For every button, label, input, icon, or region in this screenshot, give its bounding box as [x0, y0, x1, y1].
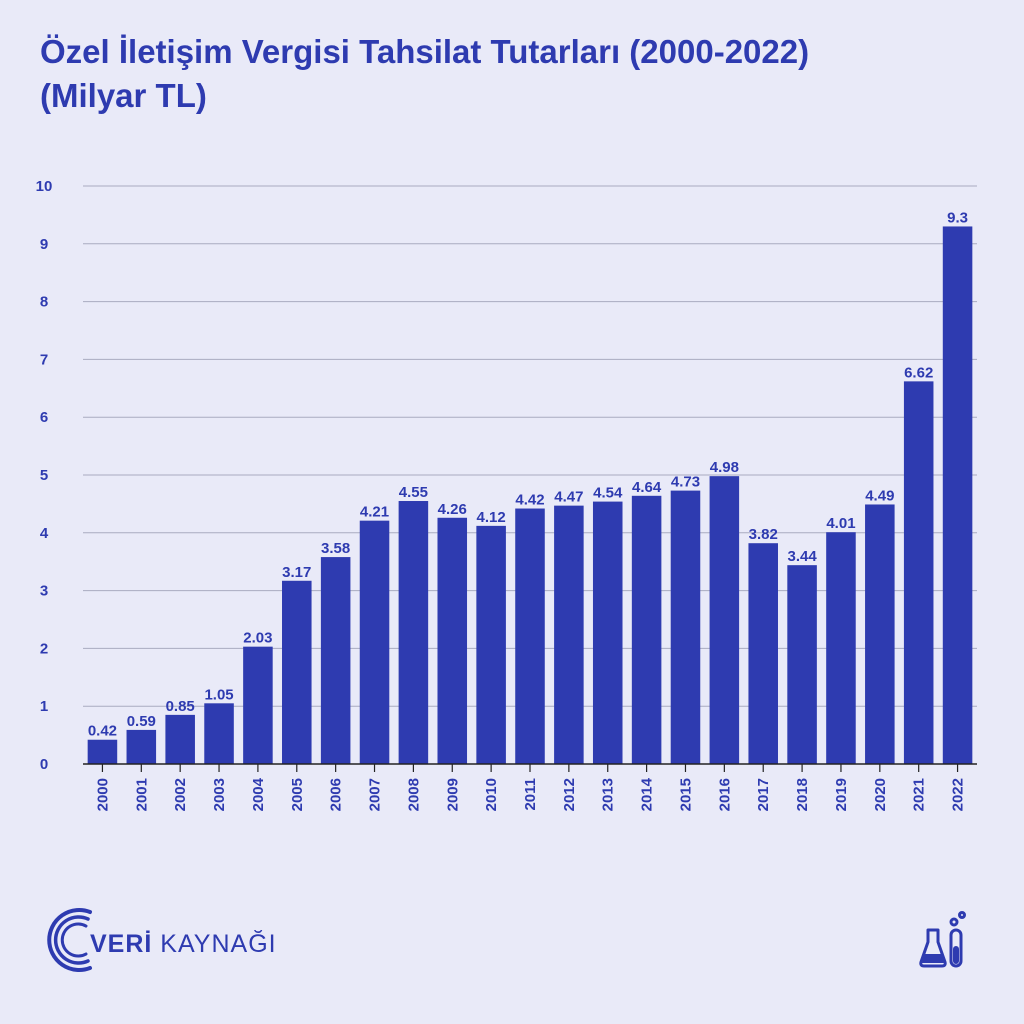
data-labels: 0.42 0.59 0.85 1.05 2.03 3.17 3.58 4.21 4.55 4.26…: [88, 209, 968, 739]
data-label: 3.17: [282, 564, 311, 581]
chart-title-line-1: Özel İletişim Vergisi Tahsilat Tutarları…: [40, 33, 810, 70]
x-tick-label: 2014: [639, 777, 656, 811]
y-tick-label: 3: [40, 583, 48, 600]
bar: [282, 580, 312, 764]
bar: [942, 226, 973, 764]
bar: [592, 501, 623, 764]
y-tick-label: 7: [40, 351, 48, 368]
signal-arcs-icon: [47, 908, 92, 972]
chart-title: Özel İletişim Vergisi Tahsilat Tutarları…: [40, 30, 1000, 118]
bar-chart: 0 1 2 3 4 5 6 7 8 9 10 0.42 0.59 0.85 1.05 2.03 3.17 3.5…: [36, 178, 977, 811]
x-tick-label: 2006: [328, 778, 345, 811]
x-tick-label: 2011: [522, 778, 539, 811]
x-tick-label: 2005: [289, 778, 306, 811]
x-tick-label: 2008: [405, 778, 422, 811]
chart-title-line-2: (Milyar TL): [40, 77, 207, 114]
data-label: 4.98: [710, 459, 739, 476]
x-tick-label: 2003: [211, 778, 228, 811]
y-tick-label: 9: [40, 236, 48, 253]
x-tick-label: 2018: [794, 778, 811, 811]
data-label: 4.26: [438, 501, 467, 518]
bar: [476, 525, 506, 764]
logo-text-rest: KAYNAĞI: [152, 930, 277, 958]
bars: [87, 226, 973, 764]
x-tick-label: 2009: [444, 778, 461, 811]
x-tick-label: 2010: [483, 778, 500, 811]
data-label: 4.64: [632, 479, 662, 496]
x-tick-label: 2012: [561, 778, 578, 811]
x-tick-label: 2016: [716, 778, 733, 811]
x-tick-label: 2000: [94, 778, 111, 811]
data-label: 3.44: [787, 548, 817, 565]
x-tick-label: 2020: [872, 778, 889, 811]
data-label: 6.62: [904, 364, 933, 381]
bar: [204, 703, 234, 764]
x-tick-label: 2019: [833, 778, 850, 811]
bar: [165, 714, 195, 764]
x-tick-label: 2004: [250, 777, 267, 811]
data-label: 4.42: [515, 492, 544, 509]
bar: [87, 739, 118, 764]
logo-text-bold: VERİ: [90, 930, 153, 958]
data-label: 4.21: [360, 504, 389, 521]
data-label: 4.49: [865, 487, 894, 504]
x-tick-label: 2017: [755, 778, 772, 811]
veri-kaynagi-logo: VERİ KAYNAĞI: [38, 900, 298, 980]
logo-text: VERİ KAYNAĞI: [90, 930, 277, 959]
x-tick-label: 2022: [950, 778, 967, 811]
bar: [787, 565, 817, 764]
bar: [126, 729, 157, 764]
data-label: 4.01: [826, 515, 855, 532]
bar: [709, 476, 740, 764]
data-label: 9.3: [947, 209, 968, 226]
lab-flask-icon: [919, 911, 966, 968]
data-label: 3.82: [749, 526, 778, 543]
x-tick-label: 2015: [677, 778, 694, 811]
y-axis-ticks: 0 1 2 3 4 5 6 7 8 9 10: [36, 178, 53, 773]
bar: [554, 505, 584, 764]
data-label: 0.59: [127, 713, 156, 730]
x-tick-label: 2002: [172, 778, 189, 811]
y-tick-label: 6: [40, 409, 48, 426]
bar: [631, 495, 662, 764]
y-tick-label: 1: [40, 698, 48, 715]
y-tick-label: 2: [40, 640, 48, 657]
y-tick-label: 5: [40, 467, 48, 484]
data-label: 4.54: [593, 485, 623, 502]
bar: [826, 532, 856, 764]
data-label: 2.03: [243, 630, 272, 647]
bar: [359, 520, 390, 764]
y-tick-label: 4: [40, 525, 49, 542]
x-tick-label: 2007: [367, 778, 384, 811]
data-label: 4.47: [554, 489, 583, 506]
bar: [865, 504, 895, 764]
bar: [670, 490, 701, 764]
bar: [243, 646, 273, 764]
data-label: 4.55: [399, 484, 428, 501]
bar: [320, 557, 351, 764]
x-tick-label: 2021: [911, 778, 928, 811]
y-tick-label: 8: [40, 294, 48, 311]
y-tick-label: 0: [40, 756, 48, 773]
x-tick-label: 2001: [133, 778, 150, 811]
bar: [903, 381, 934, 764]
bar: [437, 517, 468, 764]
data-label: 0.85: [166, 698, 195, 715]
bar: [748, 543, 778, 764]
data-label: 0.42: [88, 723, 117, 740]
data-label: 1.05: [204, 686, 233, 703]
x-axis-ticks: 2000 2001 2002 2003 2004 2005 2006 2007 2008 2009…: [94, 764, 967, 811]
data-label: 4.12: [477, 509, 506, 526]
x-tick-label: 2013: [600, 778, 617, 811]
bar: [515, 508, 545, 764]
y-tick-label: 10: [36, 178, 53, 195]
data-label: 3.58: [321, 540, 350, 557]
bar: [398, 501, 429, 764]
data-label: 4.73: [671, 474, 700, 491]
